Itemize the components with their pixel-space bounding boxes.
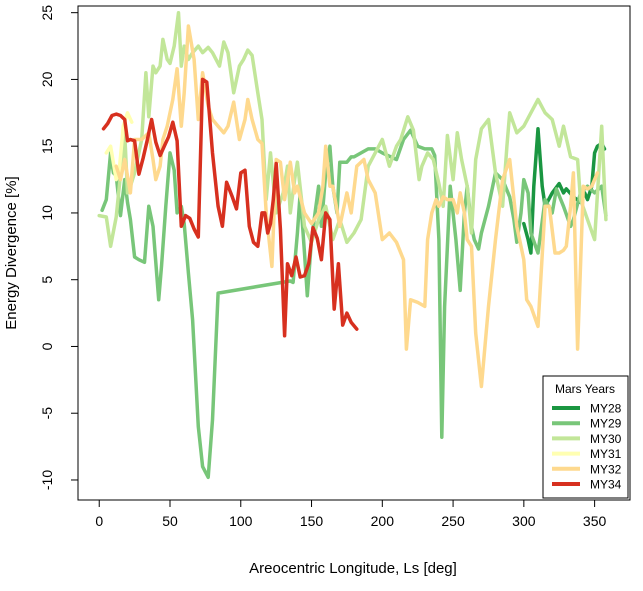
x-tick-label: 0 <box>95 513 103 529</box>
series-line-my29 <box>100 128 608 480</box>
series-layer <box>97 10 608 480</box>
series-line-my34 <box>101 77 359 338</box>
legend-label-my28: MY28 <box>590 402 622 416</box>
y-tick-label: -10 <box>39 470 55 490</box>
y-tick-label: 25 <box>39 5 55 21</box>
x-tick-label: 300 <box>512 513 536 529</box>
legend-label-my34: MY34 <box>590 478 622 492</box>
y-tick-label: -5 <box>39 407 55 420</box>
y-tick-label: 10 <box>39 205 55 221</box>
series-line-my28 <box>522 127 607 255</box>
y-tick-label: 0 <box>39 342 55 350</box>
x-tick-label: 250 <box>441 513 465 529</box>
y-tick-label: 15 <box>39 138 55 154</box>
y-axis-title: Energy Divergence [%] <box>3 176 20 329</box>
y-tick-label: 20 <box>39 71 55 87</box>
legend-label-my30: MY30 <box>590 432 622 446</box>
x-axis-title: Areocentric Longitude, Ls [deg] <box>249 560 457 577</box>
y-tick-label: 5 <box>39 276 55 284</box>
legend-label-my29: MY29 <box>590 417 622 431</box>
legend-label-my32: MY32 <box>590 462 622 476</box>
legend-label-my31: MY31 <box>590 447 622 461</box>
x-axis: 0 50 100 150 200 250 300 350 <box>95 499 607 529</box>
y-axis: -10 -5 0 5 10 15 20 25 <box>39 5 79 490</box>
x-tick-label: 350 <box>583 513 607 529</box>
series-line-my30 <box>97 10 608 249</box>
x-tick-label: 150 <box>300 513 324 529</box>
series-line-my32 <box>114 24 600 389</box>
legend-title: Mars Years <box>555 382 615 396</box>
x-tick-label: 200 <box>371 513 395 529</box>
x-tick-label: 100 <box>229 513 253 529</box>
x-tick-label: 50 <box>162 513 178 529</box>
